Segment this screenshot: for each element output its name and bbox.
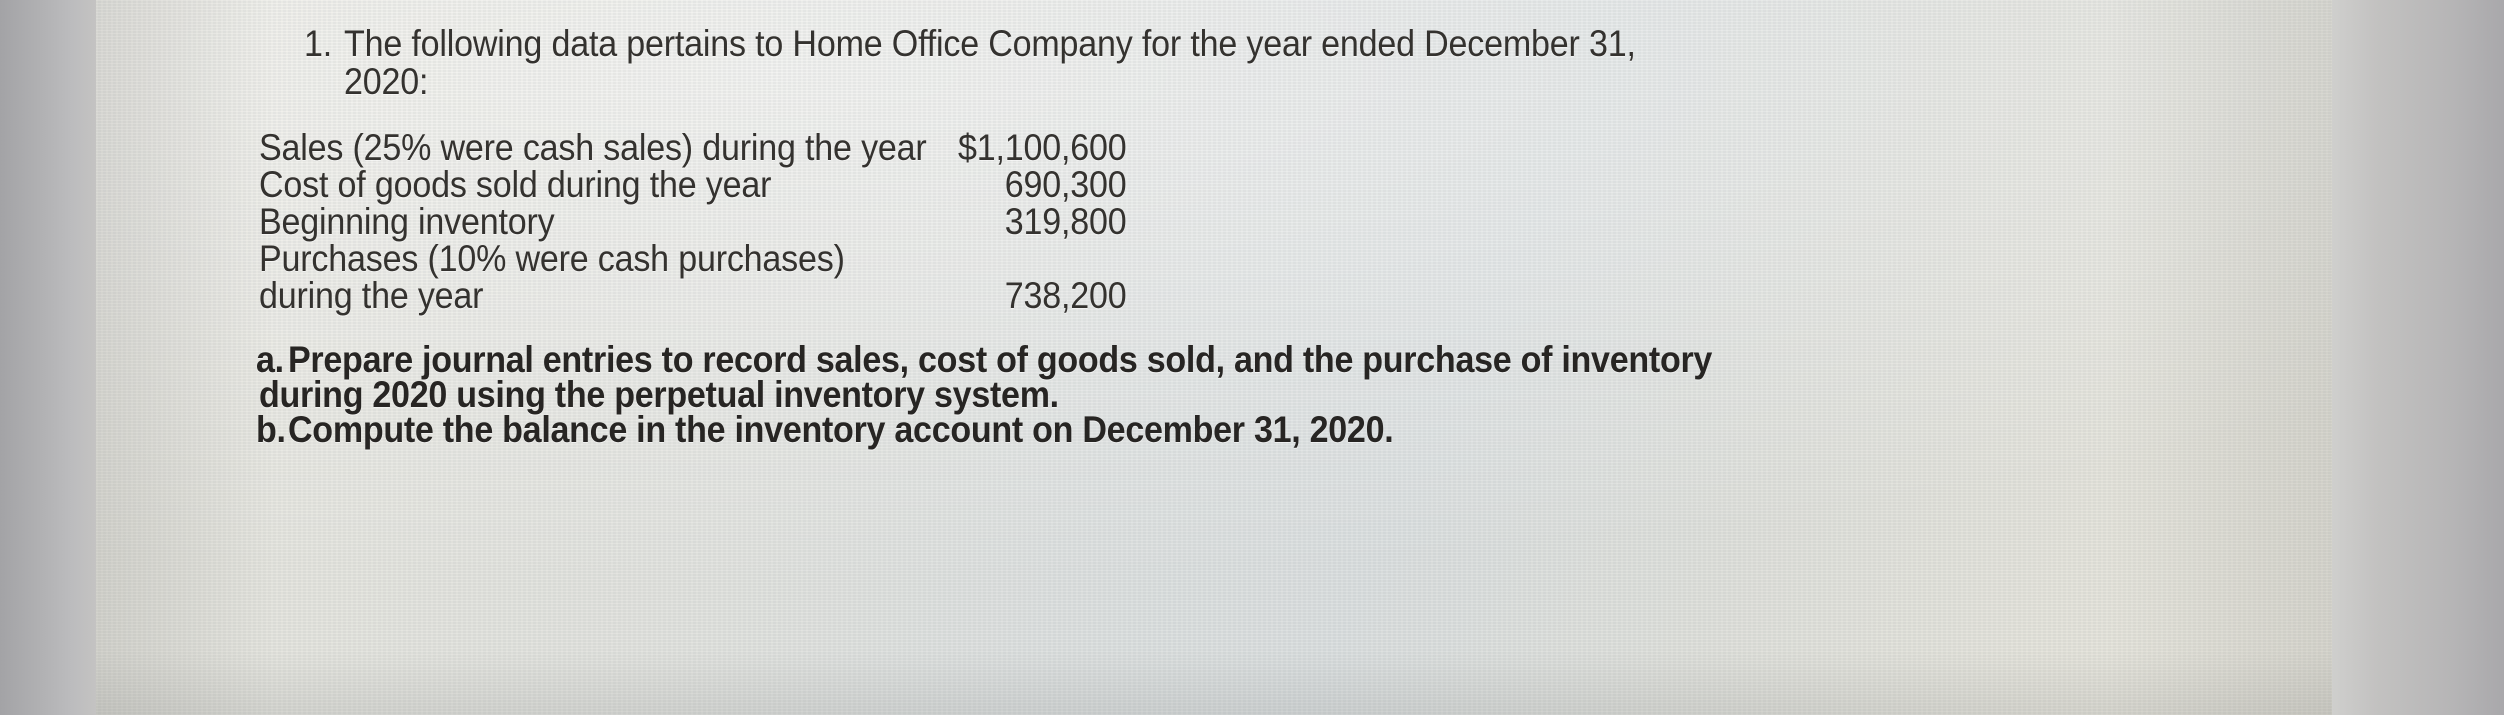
data-row-label-beginning-inventory: Beginning inventory (259, 201, 555, 242)
question-stem-line-2: 2020: (344, 61, 429, 102)
data-row-label-sales: Sales (25% were cash sales) during the y… (259, 127, 927, 168)
document-content: 1. The following data pertains to Home O… (96, 0, 2332, 715)
document-sheet: 1. The following data pertains to Home O… (96, 0, 2332, 715)
data-row-label-purchases: Purchases (10% were cash purchases) (259, 238, 845, 279)
requirement-b-line-1: Compute the balance in the inventory acc… (288, 409, 1394, 450)
requirement-a-line-1: Prepare journal entries to record sales,… (288, 339, 1713, 380)
requirement-a-line-2: during 2020 using the perpetual inventor… (259, 374, 1059, 415)
desk-edge-left (0, 0, 96, 715)
requirement-b-marker: b. (256, 409, 286, 450)
requirement-a-marker: a. (256, 339, 284, 380)
data-row-value-purchases: 738,200 (1004, 275, 1127, 316)
data-row-label-purchases-continued: during the year (259, 275, 484, 316)
question-number: 1. (304, 23, 333, 64)
data-row-value-sales: $1,100,600 (958, 127, 1127, 168)
data-row-value-beginning-inventory: 319,800 (1004, 201, 1127, 242)
data-row-label-cogs: Cost of goods sold during the year (259, 164, 772, 205)
desk-edge-right (2332, 0, 2504, 715)
question-stem-line-1: The following data pertains to Home Offi… (344, 23, 1636, 64)
data-row-value-cogs: 690,300 (1004, 164, 1127, 205)
